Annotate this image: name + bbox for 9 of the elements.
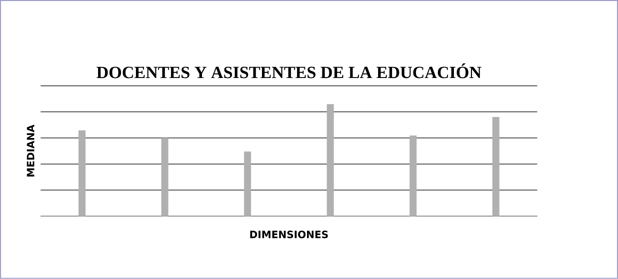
bar [244,152,252,216]
bar [78,130,86,216]
bar [161,138,168,216]
bar [410,136,417,216]
chart-title: DOCENTES Y ASISTENTES DE LA EDUCACIÓN [96,63,482,78]
bar [326,104,334,216]
bar [492,117,500,216]
y-axis-title: MEDIANA [26,124,34,177]
x-axis-title: DIMENSIONES [250,230,328,238]
